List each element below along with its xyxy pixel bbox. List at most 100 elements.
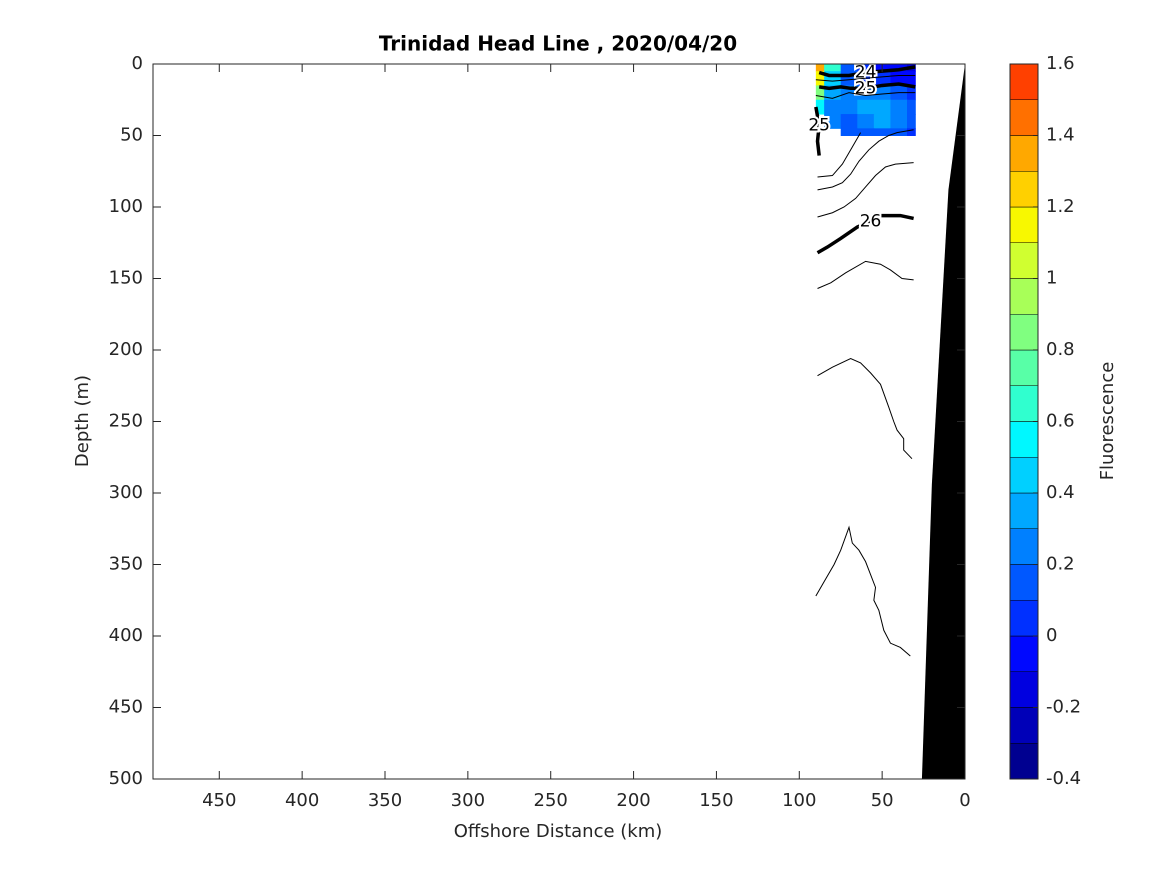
x-tick-label: 300	[451, 790, 485, 811]
fluorescence-cell	[873, 128, 891, 136]
fluorescence-cell	[890, 114, 908, 129]
colorbar-tick-label: 0.4	[1046, 482, 1075, 503]
fluorescence-cell	[907, 71, 916, 86]
colorbar-band	[1009, 421, 1039, 458]
colorbar-tick-label: 0.2	[1046, 554, 1075, 575]
axes-box	[152, 63, 966, 780]
x-tick-label: 50	[871, 790, 894, 811]
y-tick-label: 450	[109, 697, 143, 718]
y-tick-label: 50	[120, 125, 143, 146]
chart-title: Trinidad Head Line , 2020/04/20	[379, 32, 737, 56]
colorbar-tick-label: 0	[1046, 625, 1057, 646]
contour-line	[815, 525, 911, 657]
fluorescence-cell	[857, 114, 875, 129]
fluorescence-cell	[824, 114, 842, 129]
fluorescence-cell	[907, 114, 916, 129]
contour-label: 25	[808, 115, 830, 135]
colorbar-band	[1009, 457, 1039, 494]
colorbar-label: Fluorescence	[1097, 362, 1118, 481]
fluorescence-cell	[907, 128, 916, 136]
colorbar-band	[1009, 635, 1039, 672]
colorbar-tick-label: 0.6	[1046, 411, 1075, 432]
contour-line	[815, 92, 916, 99]
contour-line	[818, 65, 916, 78]
colorbar-band	[1009, 528, 1039, 565]
contour-line	[817, 162, 914, 218]
colorbar-tick-label: 1.4	[1046, 125, 1075, 146]
fluorescence-cell	[857, 64, 875, 72]
colorbar-band	[1009, 671, 1039, 708]
fluorescence-cell	[907, 99, 916, 115]
x-tick-label: 200	[616, 790, 650, 811]
contour-line	[816, 213, 914, 255]
colorbar-tick-label: 1	[1046, 268, 1057, 289]
bathymetry	[921, 64, 965, 779]
x-tick-label: 0	[959, 790, 970, 811]
fluorescence-cell	[857, 128, 875, 136]
colorbar-band	[1009, 99, 1039, 136]
contour-line	[814, 106, 821, 156]
colorbar-band	[1009, 385, 1039, 422]
fluorescence-cell	[840, 64, 858, 72]
colorbar-band	[1009, 743, 1039, 780]
fluorescence-cell	[815, 71, 825, 86]
colorbar-tick-label: -0.2	[1046, 697, 1081, 718]
x-tick-label: 400	[285, 790, 319, 811]
y-tick-label: 300	[109, 482, 143, 503]
x-tick-label: 150	[699, 790, 733, 811]
colorbar-band	[1009, 349, 1039, 386]
y-tick-label: 400	[109, 625, 143, 646]
contour-line	[815, 74, 916, 82]
y-tick-label: 200	[109, 339, 143, 360]
colorbar-band	[1009, 600, 1039, 637]
colorbar-band	[1009, 242, 1039, 279]
contour-line	[818, 82, 916, 91]
contour-line	[817, 358, 913, 460]
x-tick-label: 450	[202, 790, 236, 811]
fluorescence-cell	[815, 64, 825, 72]
fluorescence-cell	[840, 128, 858, 136]
fluorescence-cell	[857, 99, 875, 115]
x-tick-label: 350	[368, 790, 402, 811]
fluorescence-cell	[873, 114, 891, 129]
colorbar-band	[1009, 63, 1039, 100]
contour-line	[817, 260, 914, 289]
colorbar-band	[1009, 564, 1039, 601]
fluorescence-cell	[890, 71, 908, 86]
contour-line	[817, 129, 914, 191]
y-tick-label: 150	[109, 268, 143, 289]
x-tick-label: 250	[534, 790, 568, 811]
contour-label: 24	[855, 63, 877, 83]
colorbar-band	[1009, 707, 1039, 744]
colorbar-tick-label: 0.8	[1046, 339, 1075, 360]
y-tick-label: 0	[132, 53, 143, 74]
fluorescence-cell	[824, 99, 842, 115]
fluorescence-cell	[873, 71, 891, 86]
y-tick-label: 500	[109, 768, 143, 789]
colorbar-band	[1009, 206, 1039, 243]
colorbar-band	[1009, 492, 1039, 529]
colorbar-band	[1009, 314, 1039, 351]
colorbar-tick-label: -0.4	[1046, 768, 1081, 789]
y-tick-label: 100	[109, 196, 143, 217]
colorbar-band	[1009, 278, 1039, 315]
contour-label: 26	[860, 211, 882, 231]
colorbar-tick-label: 1.6	[1046, 53, 1075, 74]
fluorescence-cell	[890, 64, 908, 72]
x-tick-label: 100	[782, 790, 816, 811]
fluorescence-cell	[840, 99, 858, 115]
y-tick-label: 350	[109, 554, 143, 575]
colorbar-tick-label: 1.2	[1046, 196, 1075, 217]
y-tick-label: 250	[109, 411, 143, 432]
x-axis-label: Offshore Distance (km)	[454, 821, 663, 842]
fluorescence-cell	[890, 99, 908, 115]
fluorescence-cell	[873, 99, 891, 115]
colorbar-band	[1009, 135, 1039, 172]
fluorescence-cell	[815, 85, 825, 101]
y-axis-label: Depth (m)	[72, 375, 93, 467]
contour-label: 25	[855, 78, 877, 98]
colorbar-band	[1009, 171, 1039, 208]
fluorescence-cell	[873, 85, 891, 101]
fluorescence-cell	[824, 64, 842, 72]
